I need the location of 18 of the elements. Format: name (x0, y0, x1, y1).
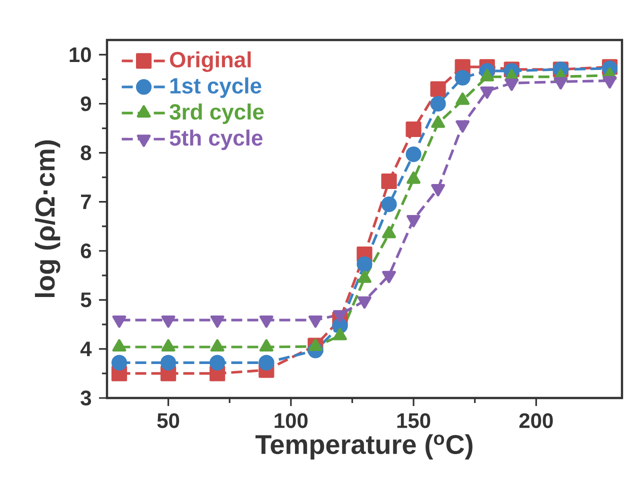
x-tick-label: 200 (519, 413, 553, 428)
y-tick-label: 7 (81, 194, 91, 210)
legend-label: Original (170, 51, 251, 72)
x-axis-title: Temperature ($^{o}$C) (256, 434, 472, 460)
x-tick-label: 100 (274, 413, 308, 428)
y-tick-label: 10 (70, 47, 91, 62)
legend-label: 5th cycle (170, 130, 262, 150)
y-axis-title: log (ρ/Ω·cm) (34, 140, 60, 298)
y-tick-label: 9 (80, 96, 92, 112)
x-tick-label: 50 (157, 413, 180, 428)
y-tick-label: 5 (80, 292, 92, 308)
y-tick-label: 6 (80, 243, 92, 258)
x-tick-label: 150 (397, 413, 430, 428)
y-tick-label: 8 (80, 145, 92, 160)
y-tick-label: 3 (80, 390, 92, 406)
y-tick-label: 4 (80, 342, 92, 356)
legend-label: 3rd cycle (170, 104, 264, 124)
legend-label: 1st cycle (170, 77, 262, 98)
